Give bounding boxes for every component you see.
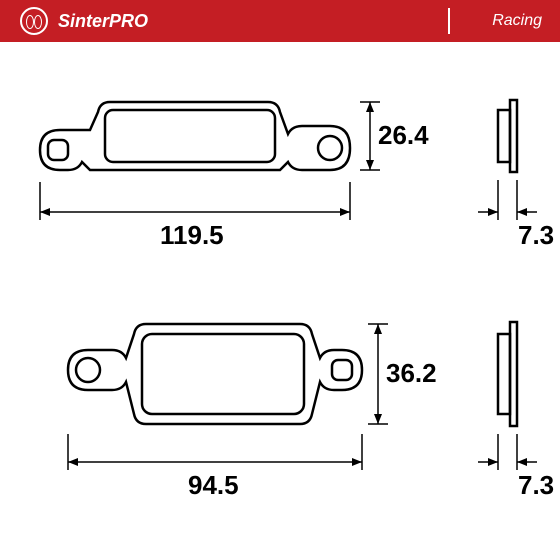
brand-name: SinterPRO (58, 11, 148, 32)
pad-2-width-label: 94.5 (188, 470, 239, 501)
pad-2-thickness-label: 7.3 (518, 470, 554, 501)
pad-1-side-view: 7.3 (470, 72, 540, 252)
pad-1-height-label: 26.4 (378, 120, 429, 151)
category-label: Racing (492, 12, 542, 30)
pad-1-width-label: 119.5 (160, 220, 224, 251)
diagram-content: 26.4 119.5 7.3 (0, 42, 560, 512)
brand-logo-icon (20, 7, 48, 35)
pad-1-thickness-label: 7.3 (518, 220, 554, 251)
pad-2-front-view: 36.2 94.5 (20, 312, 470, 492)
pad-row-1: 26.4 119.5 7.3 (20, 72, 540, 252)
pad-1-front-view: 26.4 119.5 (20, 72, 470, 252)
pad-2-height-label: 36.2 (386, 358, 437, 389)
pad-2-side-view: 7.3 (470, 312, 540, 492)
header-divider (448, 8, 450, 34)
pad-row-2: 36.2 94.5 7.3 (20, 312, 540, 492)
header-bar: SinterPRO Racing (0, 0, 560, 42)
